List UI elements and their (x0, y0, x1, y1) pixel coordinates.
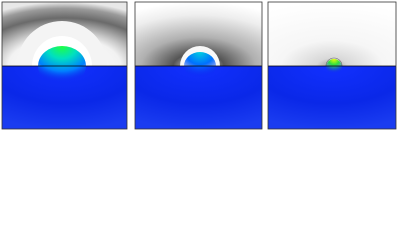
frame (1, 1, 128, 130)
page: (() => { const data = JSON.parse(documen… (1, 1, 397, 130)
frame (267, 1, 397, 130)
lower-field (268, 66, 396, 129)
panel-2 (134, 1, 263, 130)
blob (326, 59, 342, 75)
frame (134, 1, 263, 130)
upper-field (268, 2, 396, 66)
figure (1, 1, 397, 130)
panel-1 (1, 1, 128, 130)
panel-3 (267, 1, 397, 130)
